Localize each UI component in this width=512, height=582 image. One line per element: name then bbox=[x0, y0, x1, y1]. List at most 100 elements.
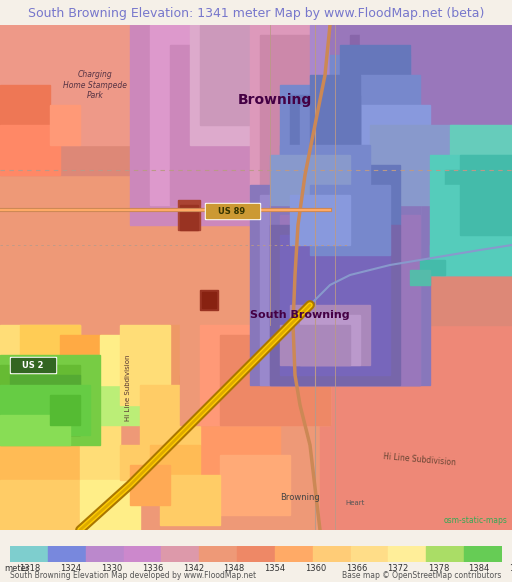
Text: Charging
Home Stampede
Park: Charging Home Stampede Park bbox=[63, 70, 127, 100]
Text: 1342: 1342 bbox=[183, 563, 204, 573]
Bar bbox=[237, 546, 275, 562]
Text: US 2: US 2 bbox=[22, 360, 44, 370]
Bar bbox=[360, 75, 420, 115]
Bar bbox=[120, 445, 160, 480]
Text: 1372: 1372 bbox=[387, 563, 408, 573]
Bar bbox=[60, 335, 110, 375]
Bar bbox=[180, 305, 330, 425]
Bar bbox=[350, 125, 512, 425]
Bar bbox=[205, 203, 260, 219]
Bar bbox=[0, 25, 170, 175]
Bar bbox=[0, 375, 100, 425]
Bar bbox=[206, 204, 259, 218]
Text: 1318: 1318 bbox=[19, 563, 40, 573]
Bar bbox=[0, 480, 80, 530]
Bar bbox=[48, 546, 86, 562]
Text: meter: meter bbox=[4, 563, 29, 573]
Bar bbox=[310, 75, 360, 165]
Bar bbox=[310, 185, 390, 255]
Text: Heart: Heart bbox=[345, 500, 365, 506]
Bar bbox=[290, 25, 420, 175]
Bar bbox=[351, 546, 388, 562]
Bar bbox=[350, 25, 512, 325]
Bar bbox=[350, 105, 430, 155]
Bar bbox=[445, 170, 512, 270]
Bar bbox=[0, 365, 80, 435]
Text: 1360: 1360 bbox=[305, 563, 327, 573]
Bar bbox=[50, 105, 80, 145]
Text: 1384: 1384 bbox=[468, 563, 490, 573]
Bar bbox=[10, 375, 80, 435]
Bar bbox=[275, 546, 313, 562]
Bar bbox=[464, 546, 502, 562]
Bar bbox=[0, 355, 100, 445]
Bar bbox=[290, 95, 360, 165]
Bar bbox=[199, 546, 237, 562]
Bar bbox=[140, 385, 200, 445]
Bar bbox=[100, 335, 160, 385]
Bar bbox=[10, 357, 56, 373]
Bar bbox=[430, 245, 460, 265]
Bar bbox=[190, 25, 370, 145]
Bar bbox=[220, 455, 290, 515]
Text: Browning: Browning bbox=[280, 493, 320, 502]
Bar bbox=[0, 85, 50, 125]
Bar bbox=[0, 125, 60, 175]
Bar bbox=[200, 325, 330, 425]
Bar bbox=[150, 25, 400, 205]
Bar bbox=[120, 325, 170, 405]
Bar bbox=[130, 465, 170, 505]
Bar bbox=[330, 25, 510, 245]
Bar bbox=[450, 125, 512, 175]
Bar bbox=[280, 215, 420, 385]
Bar bbox=[350, 35, 512, 235]
Bar bbox=[220, 335, 330, 425]
Text: US 89: US 89 bbox=[219, 207, 246, 215]
Bar bbox=[202, 292, 216, 308]
Bar bbox=[280, 85, 360, 165]
Bar bbox=[160, 325, 260, 425]
Text: South Browning Elevation: 1341 meter Map by www.FloodMap.net (beta): South Browning Elevation: 1341 meter Map… bbox=[28, 7, 484, 20]
Bar bbox=[270, 155, 350, 205]
Bar bbox=[250, 185, 430, 385]
Bar bbox=[11, 358, 55, 372]
Bar bbox=[410, 270, 430, 285]
Bar bbox=[290, 195, 350, 245]
Bar bbox=[180, 375, 260, 455]
Bar bbox=[260, 195, 420, 385]
Bar bbox=[360, 25, 512, 205]
Bar bbox=[330, 165, 400, 225]
Bar bbox=[124, 546, 161, 562]
Bar bbox=[50, 395, 80, 425]
Bar bbox=[300, 105, 360, 165]
Bar bbox=[270, 225, 400, 385]
Bar bbox=[0, 325, 80, 375]
Text: osm-static-maps: osm-static-maps bbox=[444, 516, 508, 525]
Bar bbox=[0, 25, 130, 145]
Bar bbox=[260, 35, 420, 195]
Bar bbox=[250, 25, 420, 205]
Bar bbox=[161, 546, 199, 562]
Bar bbox=[270, 205, 420, 385]
Text: 1348: 1348 bbox=[224, 563, 245, 573]
Text: 1330: 1330 bbox=[101, 563, 122, 573]
Bar bbox=[300, 25, 512, 530]
Bar bbox=[388, 546, 426, 562]
Text: Base map © OpenStreetMap contributors: Base map © OpenStreetMap contributors bbox=[343, 571, 502, 580]
Bar bbox=[0, 425, 120, 480]
Text: Hi Line Subdivision: Hi Line Subdivision bbox=[125, 354, 131, 421]
Text: 1378: 1378 bbox=[428, 563, 449, 573]
Text: 1324: 1324 bbox=[60, 563, 81, 573]
Bar bbox=[320, 225, 380, 275]
Bar bbox=[420, 260, 445, 275]
Bar bbox=[20, 325, 80, 375]
Bar bbox=[80, 480, 140, 530]
Bar bbox=[0, 415, 70, 445]
Text: South Browning Elevation Map developed by www.FloodMap.net: South Browning Elevation Map developed b… bbox=[10, 571, 257, 580]
Bar bbox=[426, 546, 464, 562]
Bar bbox=[200, 290, 218, 310]
Bar bbox=[280, 235, 390, 375]
Bar bbox=[160, 475, 220, 525]
Bar bbox=[340, 125, 390, 185]
Bar bbox=[178, 200, 200, 230]
